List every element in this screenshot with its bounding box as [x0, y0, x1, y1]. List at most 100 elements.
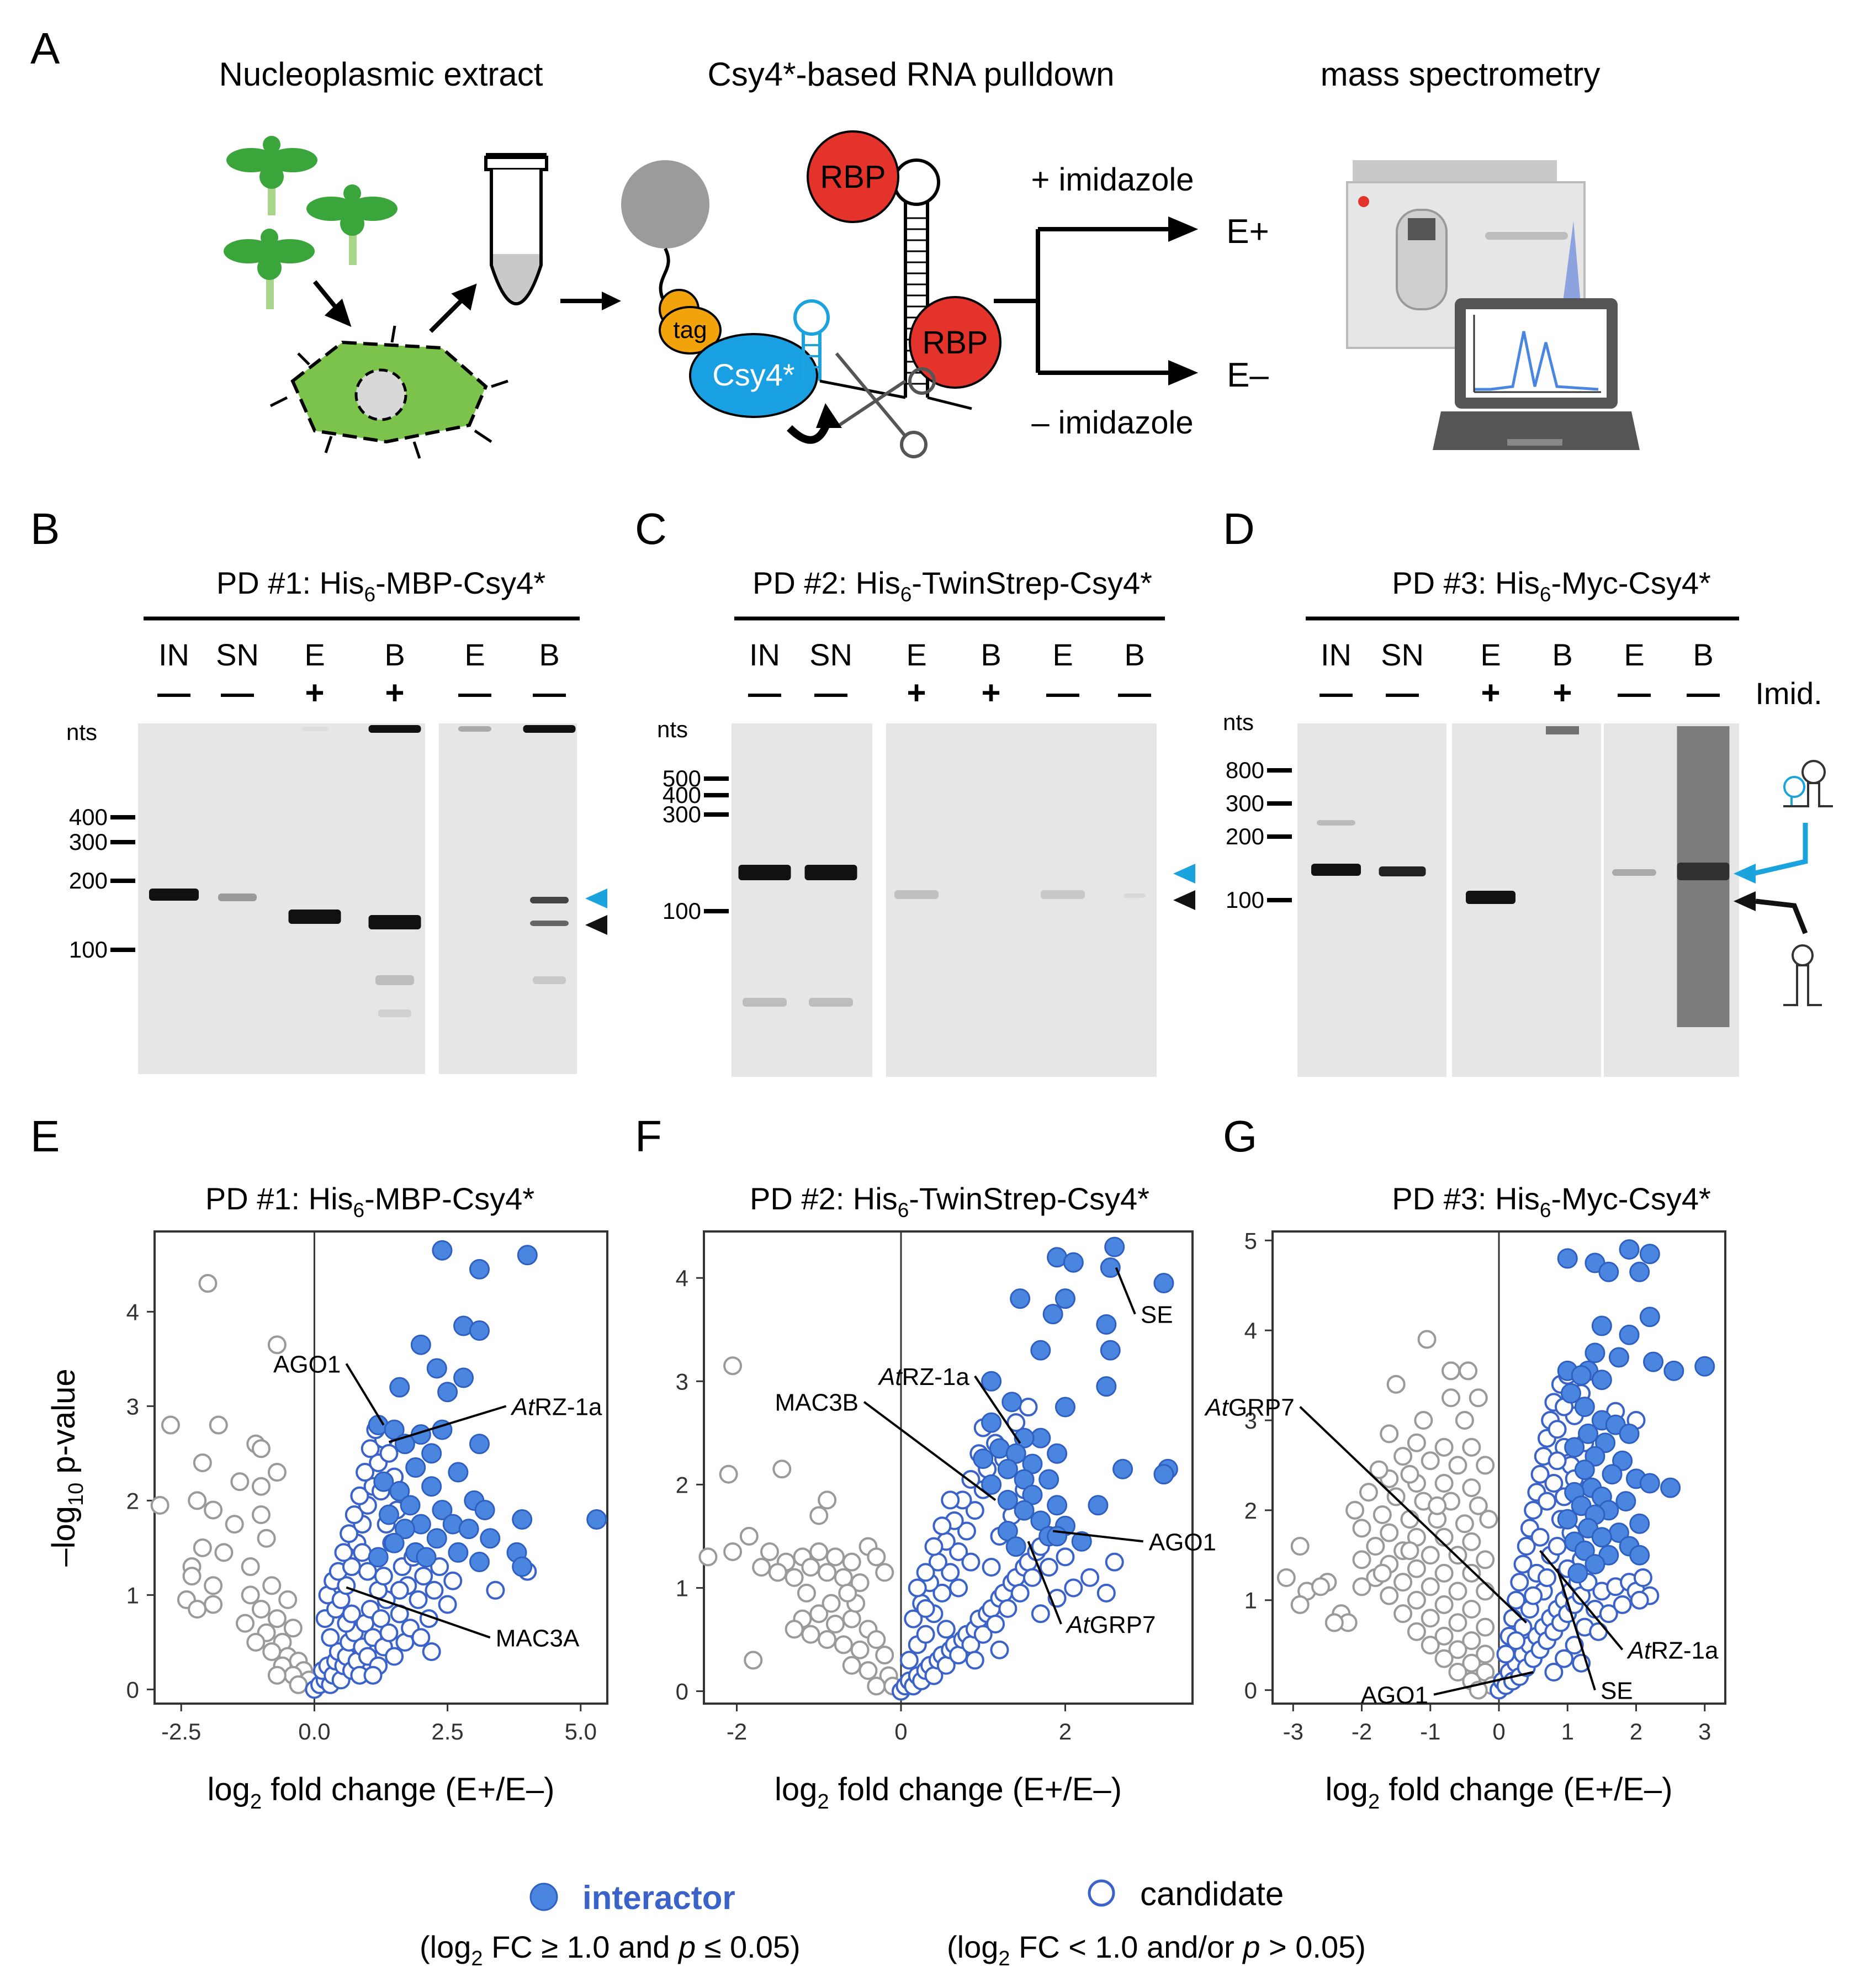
panel-letter-d: D [1223, 504, 1255, 553]
marker-tick [1267, 834, 1292, 839]
lane-label: E [1052, 637, 1073, 672]
lane-imidazole-sign: + [907, 674, 926, 711]
other-point [1345, 1500, 1365, 1520]
y-tick-label: 2 [676, 1472, 688, 1498]
gel-band [1466, 891, 1515, 904]
interactor-point [1088, 1495, 1109, 1516]
other-point [744, 1651, 763, 1670]
interactor-point [586, 1509, 607, 1530]
gel-band [1041, 890, 1085, 899]
candidate-point [1633, 1568, 1652, 1587]
candidate-point [340, 1524, 359, 1543]
other-point [825, 1547, 845, 1567]
other-point [1455, 1514, 1474, 1534]
candidate-point [949, 1578, 968, 1598]
other-point [1459, 1361, 1478, 1381]
candidate-point [1105, 1552, 1124, 1572]
other-point [1407, 1433, 1426, 1452]
lane-imidazole-sign: — [1618, 674, 1651, 711]
candidate-point [379, 1444, 399, 1463]
gel-title: PD #3: His6-Myc-Csy4* [1392, 565, 1711, 606]
other-point [251, 1439, 271, 1458]
laptop-icon [1433, 298, 1640, 450]
y-tick-label: 1 [676, 1575, 688, 1601]
interactor-point [1567, 1563, 1588, 1584]
lane-label: IN [1321, 637, 1352, 672]
candidate-point [1530, 1527, 1550, 1547]
marker-tick [704, 909, 729, 913]
step3-label: mass spectrometry [1321, 56, 1601, 93]
other-point [246, 1632, 266, 1652]
step1-label: Nucleoplasmic extract [219, 56, 543, 93]
other-point [785, 1620, 804, 1639]
interactor-point [1585, 1554, 1605, 1575]
panel-letter-e: E [30, 1112, 60, 1161]
other-point [278, 1590, 298, 1609]
volcano-plot-g: G PD #3: His6-Myc-Csy4* -3 -2 -1 0 1 2 3 0 1 2 3 4 5 lo… [1204, 1112, 1726, 1813]
legend-interactor-desc: (log2 FC ≥ 1.0 and p ≤ 0.05) [420, 1929, 801, 1970]
other-point [1448, 1582, 1467, 1601]
marker-label: 400 [663, 782, 701, 808]
other-point [262, 1576, 282, 1595]
other-point [801, 1625, 820, 1644]
candidate-point [932, 1583, 952, 1603]
candidate-point [361, 1439, 380, 1458]
interactor-point [1153, 1273, 1174, 1294]
protein-label: AGO1 [273, 1351, 341, 1378]
gel-band [1124, 893, 1146, 898]
marker-unit-label: nts [657, 716, 688, 742]
candidate-point [1544, 1663, 1564, 1682]
candidate-point [1555, 1649, 1574, 1668]
interactor-point [1615, 1491, 1636, 1512]
other-point [785, 1568, 804, 1587]
interactor-point [1643, 1351, 1664, 1372]
other-point [1448, 1456, 1467, 1475]
label-leader [1299, 1406, 1528, 1624]
interactor-point [1574, 1397, 1595, 1418]
panel-letter-a: A [30, 24, 60, 73]
interactor-point [1694, 1356, 1715, 1377]
other-point [1469, 1496, 1488, 1515]
other-point [150, 1495, 169, 1515]
other-point [1407, 1622, 1426, 1641]
lane-label: B [1693, 637, 1713, 672]
hairpin-loop [1792, 944, 1814, 966]
candidate-point [372, 1609, 390, 1629]
protein-label: MAC3A [496, 1625, 580, 1652]
lane-imidazole-sign: — [1046, 674, 1079, 711]
gel-title: PD #1: His6-MBP-Csy4* [216, 565, 545, 606]
other-point [1462, 1653, 1481, 1673]
interactor-point [432, 1240, 453, 1261]
other-point [1380, 1523, 1399, 1542]
gel-band [894, 890, 939, 899]
other-point [161, 1415, 180, 1435]
candidate-point [982, 1558, 1001, 1577]
legend-candidate-label: candidate [1140, 1875, 1284, 1912]
marker-label: 200 [1226, 823, 1264, 849]
x-tick-label: 5.0 [565, 1719, 597, 1744]
protein-label: SE [1601, 1678, 1633, 1705]
panel-letter-b: B [30, 504, 60, 553]
band-arrow-icon [1734, 864, 1756, 884]
plant-icon [306, 184, 398, 265]
other-point [1462, 1437, 1481, 1457]
candidate-point [961, 1552, 981, 1572]
interactor-point [1054, 1288, 1075, 1309]
candidate-point [350, 1486, 369, 1505]
interactor-point [512, 1509, 533, 1530]
other-point [1476, 1550, 1495, 1569]
lane-label: B [1124, 637, 1144, 672]
interactor-point [981, 1474, 1002, 1495]
other-point [825, 1614, 845, 1633]
other-point [818, 1563, 837, 1582]
label-leader [1556, 1568, 1596, 1691]
candidate-point [973, 1625, 993, 1644]
other-point [842, 1609, 861, 1629]
other-point [1434, 1649, 1454, 1668]
marker-unit-label: nts [1223, 709, 1254, 735]
marker-tick [704, 812, 729, 817]
gel-panel-b: BPD #1: His6-MBP-Csy4*IN—SN—E+B+E—B—nts4… [30, 504, 607, 1074]
interactor-point [1560, 1383, 1581, 1404]
other-point [1380, 1586, 1399, 1605]
rbp-shape [807, 130, 899, 223]
